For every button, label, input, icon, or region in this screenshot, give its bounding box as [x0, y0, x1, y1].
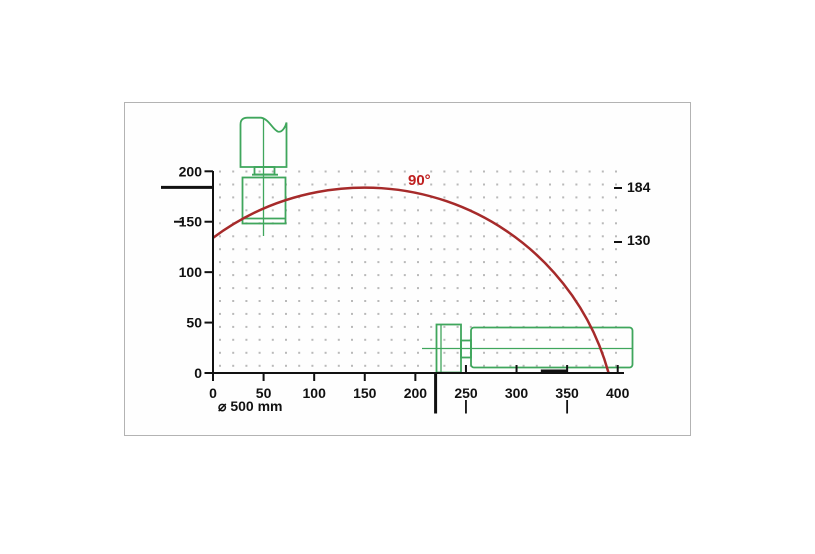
y-tick-label: 0	[194, 365, 202, 381]
x-tick-label: 200	[404, 385, 428, 401]
y-tick-label: 50	[186, 315, 202, 331]
x-tick-label: 250	[454, 385, 478, 401]
x-tick-label: 350	[555, 385, 579, 401]
ref-label-184: 184	[627, 179, 651, 195]
x-tick-label: 0	[209, 385, 217, 401]
blade-diameter-label: ⌀ 500 mm	[218, 398, 283, 414]
axes	[161, 170, 624, 414]
x-tick-label: 400	[606, 385, 630, 401]
x-tick-label: 150	[353, 385, 377, 401]
y-tick-label: 200	[179, 163, 203, 179]
x-tick-label: 300	[505, 385, 529, 401]
ref-label-130: 130	[627, 232, 651, 248]
y-tick-label: 150	[179, 214, 203, 230]
saw-blade-guard-outline	[239, 116, 288, 168]
x-tick-label: 100	[303, 385, 327, 401]
workpiece-outline	[470, 326, 634, 369]
ref-dash-184	[614, 187, 622, 189]
dot-grid	[219, 170, 617, 367]
y-tick-label: 100	[179, 264, 203, 280]
angle-label: 90°	[408, 172, 431, 189]
capacity-chart: 200 150 100 50 00 50 100 150 200 250 300 350 400	[161, 116, 634, 414]
x-tick-label: 50	[256, 385, 272, 401]
machine-outlines	[239, 116, 634, 374]
ref-dash-130	[614, 241, 622, 243]
chart-panel: 200 150 100 50 0 0 50 100 150 200 250 300 350 400 90°…	[124, 102, 691, 436]
saw-neck-outline	[253, 166, 276, 176]
capacity-arc	[212, 186, 610, 374]
